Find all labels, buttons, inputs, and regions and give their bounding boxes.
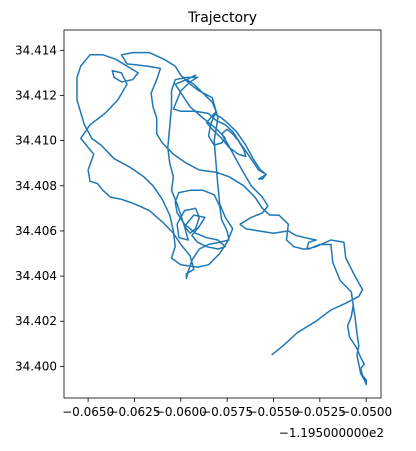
x-tick-label: −0.0625 xyxy=(108,405,160,419)
x-axis-offset-label: −1.195000000e2 xyxy=(279,426,384,440)
y-tick-label: 34.400 xyxy=(15,359,57,373)
y-tick-label: 34.406 xyxy=(15,224,57,238)
y-tick-label: 34.408 xyxy=(15,179,57,193)
chart-title: Trajectory xyxy=(187,10,257,26)
y-tick-label: 34.414 xyxy=(15,43,57,57)
x-tick-label: −0.0575 xyxy=(201,405,253,419)
x-axis: −0.0650−0.0625−0.0600−0.0575−0.0550−0.05… xyxy=(62,398,392,419)
x-tick-label: −0.0650 xyxy=(62,405,114,419)
y-tick-label: 34.404 xyxy=(15,269,57,283)
y-tick-label: 34.410 xyxy=(15,134,57,148)
y-tick-label: 34.412 xyxy=(15,88,57,102)
x-tick-label: −0.0600 xyxy=(155,405,207,419)
y-tick-label: 34.402 xyxy=(15,314,57,328)
x-tick-label: −0.0500 xyxy=(340,405,392,419)
plot-frame xyxy=(64,30,381,398)
x-tick-label: −0.0525 xyxy=(294,405,346,419)
y-axis: 34.400 34.402 34.404 34.406 34.408 34.410 34.4… xyxy=(15,43,64,373)
series-layer xyxy=(77,53,366,385)
trajectory-line xyxy=(77,53,366,385)
x-tick-label: −0.0550 xyxy=(247,405,299,419)
